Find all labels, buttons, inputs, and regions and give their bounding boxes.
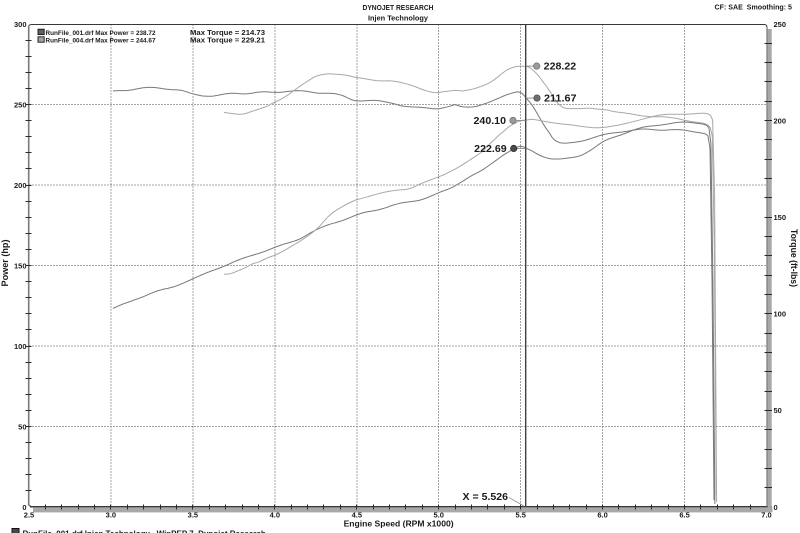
svg-text:3.0: 3.0 — [106, 511, 116, 520]
svg-text:DYNOJET RESEARCH: DYNOJET RESEARCH — [363, 5, 434, 12]
svg-text:RunFile_004.drf Max Power = 24: RunFile_004.drf Max Power = 244.67 — [46, 37, 156, 44]
svg-text:6.5: 6.5 — [679, 511, 689, 520]
svg-text:CF: SAE Smoothing: 5: CF: SAE Smoothing: 5 — [715, 5, 793, 12]
svg-text:222.69: 222.69 — [474, 144, 507, 155]
svg-text:211.67: 211.67 — [544, 94, 577, 105]
svg-text:150: 150 — [14, 261, 27, 270]
svg-text:240.10: 240.10 — [474, 116, 507, 127]
svg-text:Max Torque = 229.21: Max Torque = 229.21 — [190, 35, 265, 44]
svg-text:50: 50 — [18, 422, 26, 431]
svg-text:50: 50 — [774, 406, 782, 415]
svg-text:200: 200 — [14, 181, 27, 190]
svg-text:5.5: 5.5 — [515, 511, 525, 520]
svg-text:4.5: 4.5 — [352, 511, 362, 520]
svg-text:2.5: 2.5 — [24, 511, 34, 520]
svg-text:250: 250 — [774, 20, 787, 29]
svg-text:6.0: 6.0 — [597, 511, 607, 520]
svg-text:7.0: 7.0 — [761, 511, 771, 520]
svg-text:Max Torque = 214.73: Max Torque = 214.73 — [190, 28, 265, 37]
svg-text:150: 150 — [774, 213, 787, 222]
svg-text:RunFile_001.drf Injen Technolo: RunFile_001.drf Injen Technology WinPEP … — [23, 530, 266, 533]
svg-text:0: 0 — [22, 503, 26, 512]
svg-text:5.0: 5.0 — [433, 511, 443, 520]
svg-text:Power (hp): Power (hp) — [0, 239, 10, 286]
svg-text:0: 0 — [774, 503, 778, 512]
svg-text:4.0: 4.0 — [270, 511, 280, 520]
svg-text:228.22: 228.22 — [544, 62, 577, 73]
svg-text:Engine Speed (RPM x1000): Engine Speed (RPM x1000) — [344, 519, 454, 529]
svg-text:100: 100 — [14, 342, 27, 351]
svg-text:200: 200 — [774, 116, 787, 125]
svg-text:X = 5.526: X = 5.526 — [463, 492, 509, 503]
svg-text:Injen Technology: Injen Technology — [368, 16, 428, 23]
svg-text:RunFile_001.drf Max Power = 23: RunFile_001.drf Max Power = 238.72 — [46, 30, 156, 37]
svg-text:Torque (ft-lbs): Torque (ft-lbs) — [789, 229, 799, 287]
svg-text:3.5: 3.5 — [188, 511, 198, 520]
svg-text:100: 100 — [774, 310, 787, 319]
svg-text:300: 300 — [14, 20, 27, 29]
svg-text:250: 250 — [14, 100, 27, 109]
